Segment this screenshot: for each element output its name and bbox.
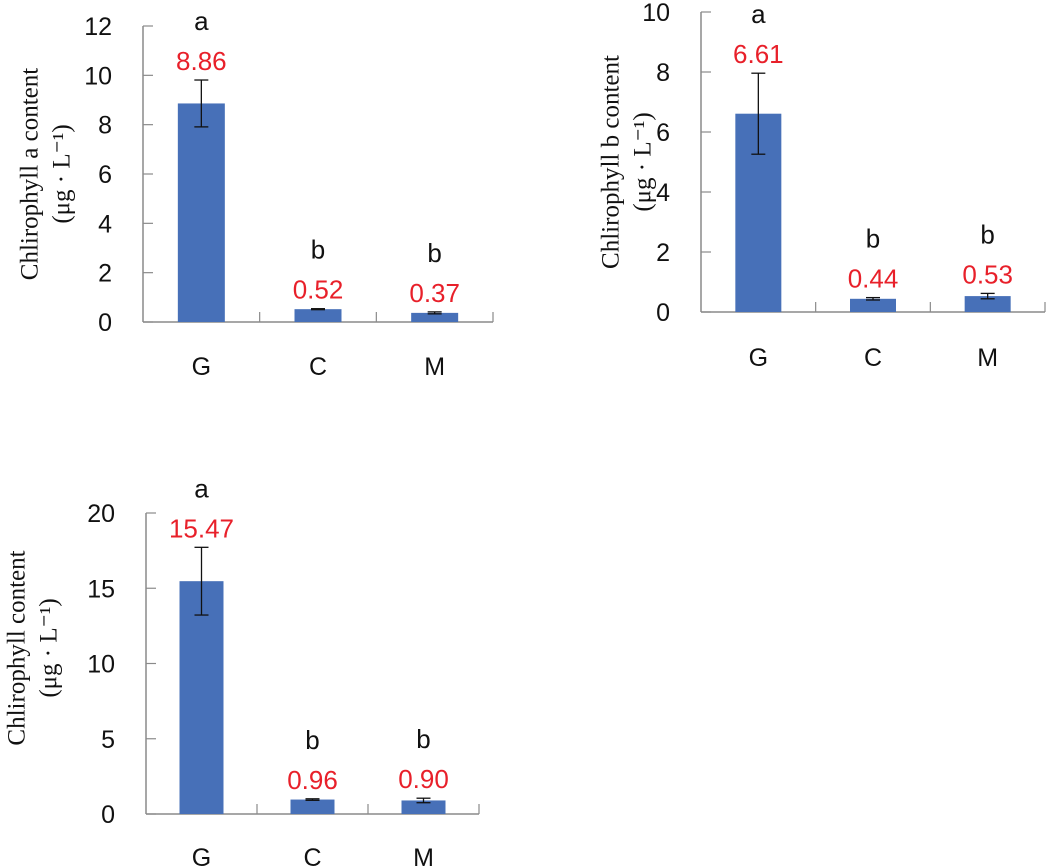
significance-letter: b [427,238,441,268]
bar-C [294,309,342,322]
bar-M [964,296,1011,312]
y-tick-label: 6 [656,119,670,147]
y-tick-label: 10 [87,651,115,679]
data-label: 0.37 [409,278,460,308]
data-label: 6.61 [733,39,784,69]
x-tick-label: M [977,344,998,372]
y-tick-label: 5 [101,726,115,754]
y-axis-label: Chlirophyll content [4,550,31,745]
y-tick-label: 2 [656,239,670,267]
x-tick-label: G [749,344,768,372]
bar-M [411,312,459,322]
y-axis-title: Chlirophyll b content (μg · L⁻¹) [598,55,657,269]
y-axis-label: Chlirophyll a content [17,68,44,281]
x-tick-label: G [192,844,211,868]
y-tick-label: 0 [656,299,670,327]
y-tick-label: 0 [98,309,112,337]
data-label: 0.52 [293,275,344,305]
data-label: 0.53 [962,259,1013,289]
bar-G [179,581,224,814]
y-tick-label: 0 [101,801,115,829]
bar-C [850,298,896,312]
bar-C [290,799,335,814]
y-axis-unit: (μg · L⁻¹) [49,124,76,223]
significance-letter: a [751,0,766,29]
y-tick-label: 10 [84,62,112,90]
data-label: 0.44 [848,264,899,294]
x-tick-label: G [192,353,211,381]
y-tick-label: 4 [98,210,112,238]
significance-letter: b [311,235,325,265]
y-axis-unit: (μg · L⁻¹) [630,112,657,211]
y-tick-label: 6 [98,161,112,189]
significance-letter: b [305,725,319,755]
y-tick-label: 10 [642,0,670,27]
significance-letter: b [416,724,430,754]
y-tick-label: 2 [98,260,112,288]
chart-panel-1: 0 2 4 6 8 10 12 Chlirophyll a content (μg · L⁻¹)… [17,6,494,381]
y-tick-label: 20 [87,500,115,528]
bar-G [177,103,225,322]
data-label: 8.86 [176,46,227,76]
y-tick-label: 4 [656,179,670,207]
chart-panel-2: 0 2 4 6 8 10 Chlirophyll b content (μg · L⁻¹) 6.… [598,0,1046,372]
y-axis-title: Chlirophyll a content (μg · L⁻¹) [17,68,76,281]
significance-letter: b [866,224,880,254]
x-tick-label: M [424,353,445,381]
y-tick-label: 12 [84,13,112,41]
y-tick-label: 8 [656,59,670,87]
x-tick-label: C [864,344,882,372]
significance-letter: a [194,473,209,503]
x-tick-label: C [309,353,327,381]
y-axis-label: Chlirophyll b content [598,55,625,269]
significance-letter: a [194,6,209,36]
x-tick-label: M [413,844,434,868]
y-axis-unit: (μg · L⁻¹) [36,598,63,697]
chart-panel-3: 0 5 10 15 20 Chlirophyll content (μg · L⁻¹) 15.… [4,473,480,868]
data-label: 15.47 [169,513,234,543]
data-label: 0.96 [287,765,338,795]
x-tick-label: C [303,844,321,868]
y-tick-label: 15 [87,575,115,603]
bar-M [401,800,446,814]
y-axis-title: Chlirophyll content (μg · L⁻¹) [4,550,63,745]
y-tick-label: 8 [98,112,112,140]
significance-letter: b [980,219,994,249]
data-label: 0.90 [398,764,449,794]
